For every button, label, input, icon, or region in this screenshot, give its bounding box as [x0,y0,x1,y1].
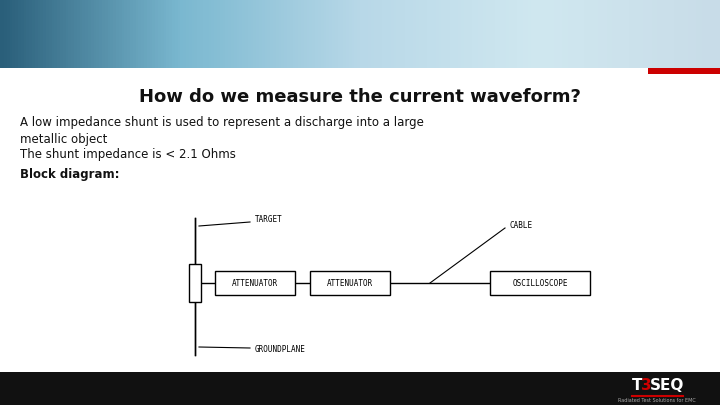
Text: Radiated Test Solutions for EMC: Radiated Test Solutions for EMC [618,399,696,403]
Text: OSCILLOSCOPE: OSCILLOSCOPE [512,279,568,288]
Bar [215,271,295,295]
Text: GROUNDPLANE: GROUNDPLANE [255,345,306,354]
Bar [0,372,720,405]
Bar [310,271,390,295]
Text: Block diagram:: Block diagram: [20,168,120,181]
Text: T: T [632,378,642,393]
Bar [189,264,201,302]
Text: How do we measure the current waveform?: How do we measure the current waveform? [139,88,581,106]
Text: The shunt impedance is < 2.1 Ohms: The shunt impedance is < 2.1 Ohms [20,148,236,161]
Bar [490,271,590,295]
Text: TARGET: TARGET [255,215,283,224]
Text: Measurement System: Measurement System [417,28,673,48]
Text: ATTENUATOR: ATTENUATOR [232,279,278,288]
Text: ATTENUATOR: ATTENUATOR [327,279,373,288]
Bar [0,68,720,70]
Polygon shape [650,3,714,67]
Text: 3: 3 [641,378,652,393]
Text: CABLE: CABLE [510,222,533,230]
Bar [440,0,640,68]
Text: SEQ: SEQ [650,378,685,393]
Polygon shape [664,17,700,53]
Text: A low impedance shunt is used to represent a discharge into a large
metallic obj: A low impedance shunt is used to represe… [20,116,424,146]
Bar [648,62,720,74]
